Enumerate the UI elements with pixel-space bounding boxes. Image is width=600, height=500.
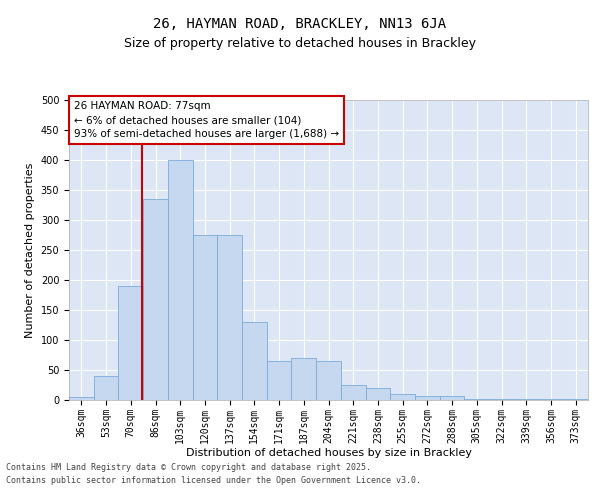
Bar <box>217 235 242 400</box>
Bar <box>464 399 489 400</box>
Bar <box>267 361 292 400</box>
Text: Size of property relative to detached houses in Brackley: Size of property relative to detached ho… <box>124 38 476 51</box>
Bar <box>365 388 390 400</box>
Bar <box>341 385 365 400</box>
Y-axis label: Number of detached properties: Number of detached properties <box>25 162 35 338</box>
Text: 26, HAYMAN ROAD, BRACKLEY, NN13 6JA: 26, HAYMAN ROAD, BRACKLEY, NN13 6JA <box>154 18 446 32</box>
Bar <box>440 396 464 400</box>
Bar <box>143 199 168 400</box>
Bar <box>415 396 440 400</box>
Bar <box>193 235 217 400</box>
Bar <box>563 399 588 400</box>
Bar <box>94 376 118 400</box>
Bar <box>168 160 193 400</box>
Bar <box>316 361 341 400</box>
Bar <box>292 358 316 400</box>
Bar <box>118 286 143 400</box>
X-axis label: Distribution of detached houses by size in Brackley: Distribution of detached houses by size … <box>185 448 472 458</box>
Text: 26 HAYMAN ROAD: 77sqm
← 6% of detached houses are smaller (104)
93% of semi-deta: 26 HAYMAN ROAD: 77sqm ← 6% of detached h… <box>74 101 339 139</box>
Text: Contains public sector information licensed under the Open Government Licence v3: Contains public sector information licen… <box>6 476 421 485</box>
Bar <box>390 394 415 400</box>
Bar <box>242 322 267 400</box>
Text: Contains HM Land Registry data © Crown copyright and database right 2025.: Contains HM Land Registry data © Crown c… <box>6 462 371 471</box>
Bar <box>69 397 94 400</box>
